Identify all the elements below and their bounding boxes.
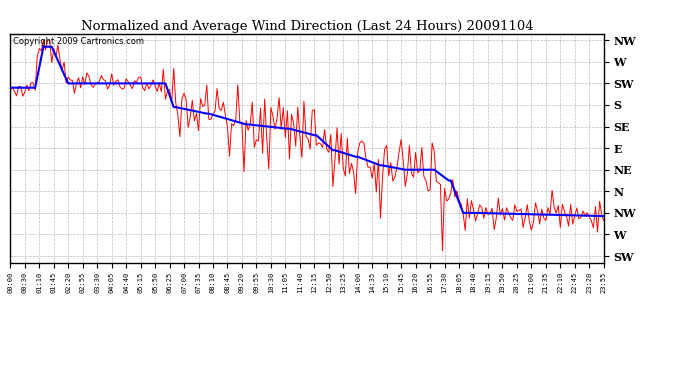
Text: Copyright 2009 Cartronics.com: Copyright 2009 Cartronics.com: [13, 37, 144, 46]
Title: Normalized and Average Wind Direction (Last 24 Hours) 20091104: Normalized and Average Wind Direction (L…: [81, 20, 533, 33]
